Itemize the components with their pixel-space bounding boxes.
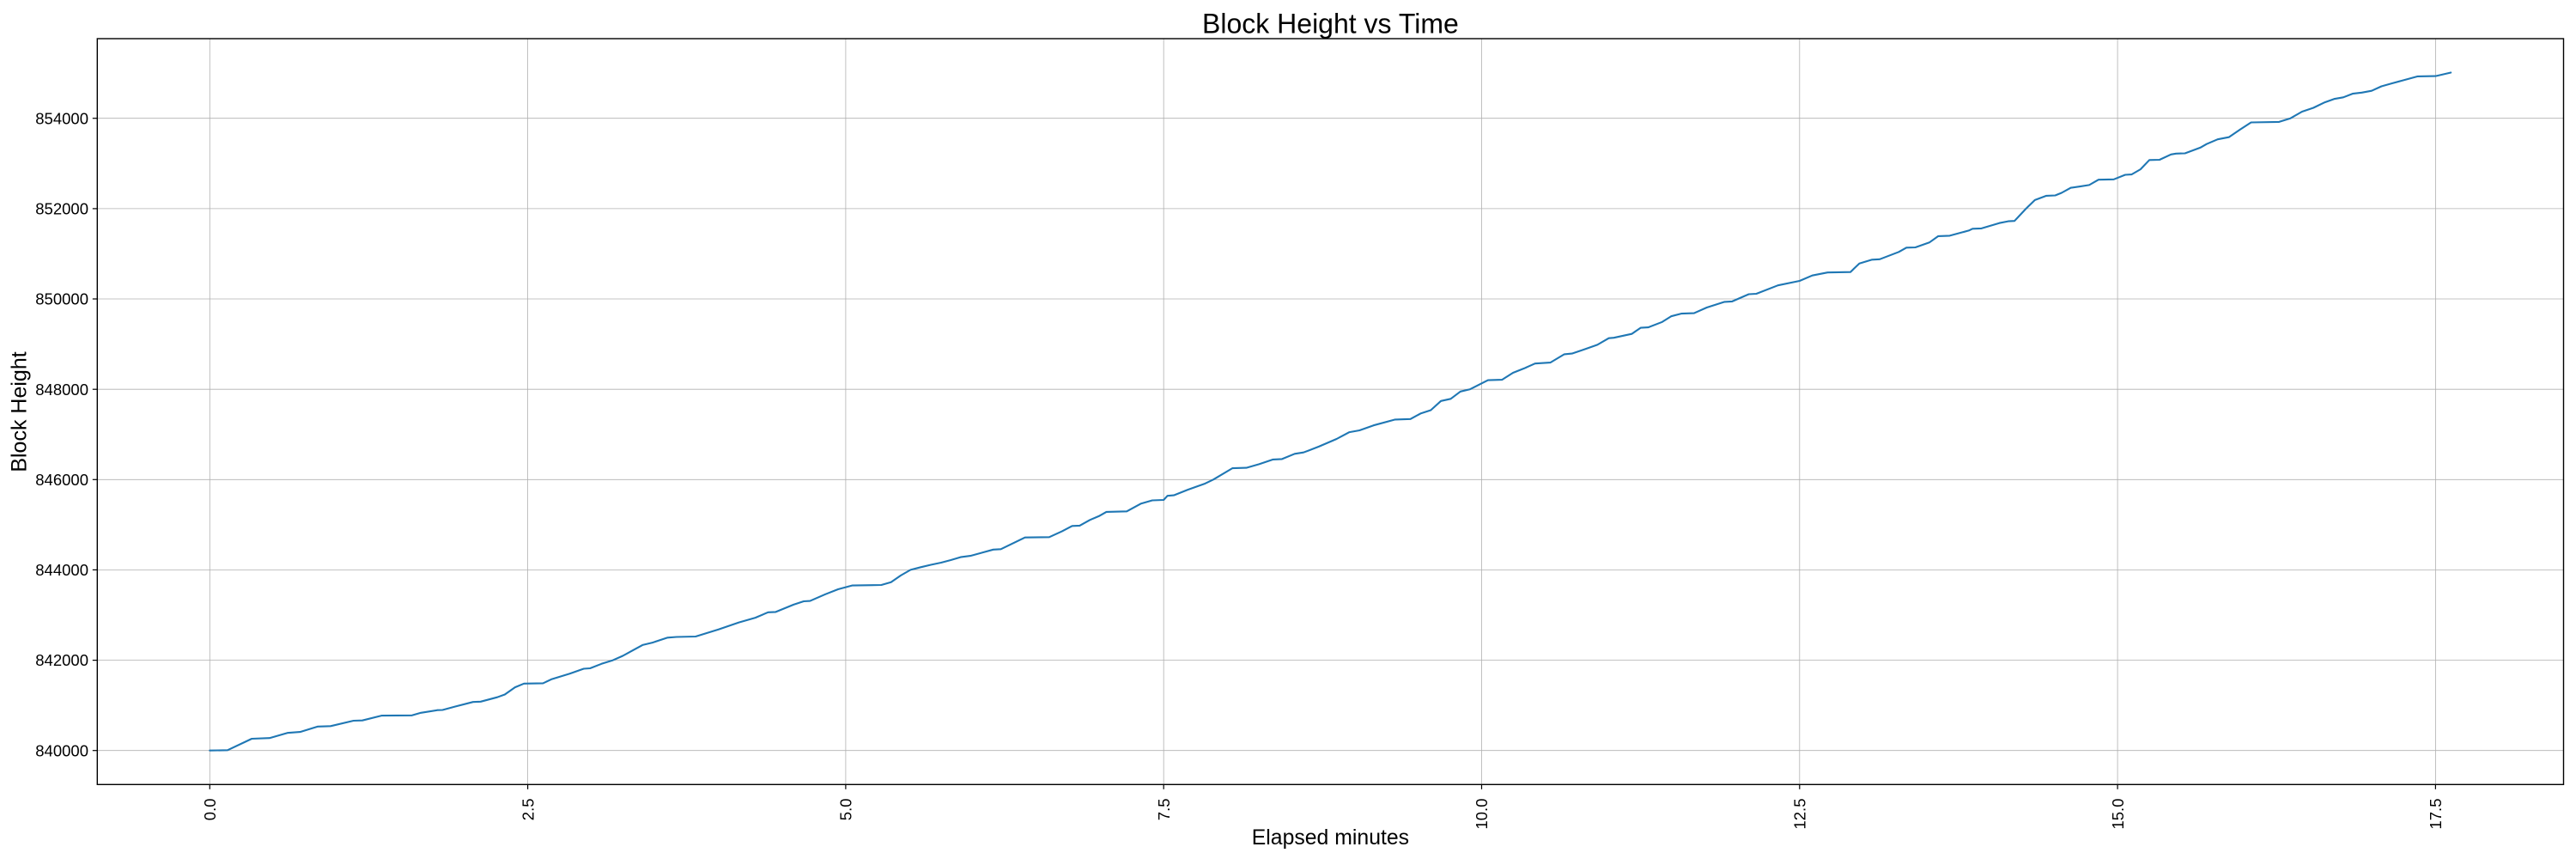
svg-text:Elapsed minutes: Elapsed minutes: [1252, 826, 1409, 850]
svg-text:5.0: 5.0: [837, 799, 855, 821]
svg-text:10.0: 10.0: [1473, 799, 1491, 830]
svg-text:Block Height vs Time: Block Height vs Time: [1202, 9, 1459, 40]
svg-text:840000: 840000: [35, 741, 88, 759]
svg-text:848000: 848000: [35, 381, 88, 399]
svg-text:844000: 844000: [35, 561, 88, 579]
svg-text:Block Height: Block Height: [8, 351, 32, 472]
svg-text:2.5: 2.5: [519, 799, 537, 821]
svg-text:7.5: 7.5: [1155, 799, 1173, 821]
svg-text:842000: 842000: [35, 651, 88, 669]
svg-text:850000: 850000: [35, 290, 88, 308]
svg-text:15.0: 15.0: [2109, 799, 2127, 830]
svg-text:854000: 854000: [35, 109, 88, 127]
svg-text:12.5: 12.5: [1791, 799, 1809, 830]
svg-text:0.0: 0.0: [201, 799, 219, 821]
svg-text:17.5: 17.5: [2427, 799, 2445, 830]
svg-text:846000: 846000: [35, 471, 88, 489]
svg-text:852000: 852000: [35, 200, 88, 218]
